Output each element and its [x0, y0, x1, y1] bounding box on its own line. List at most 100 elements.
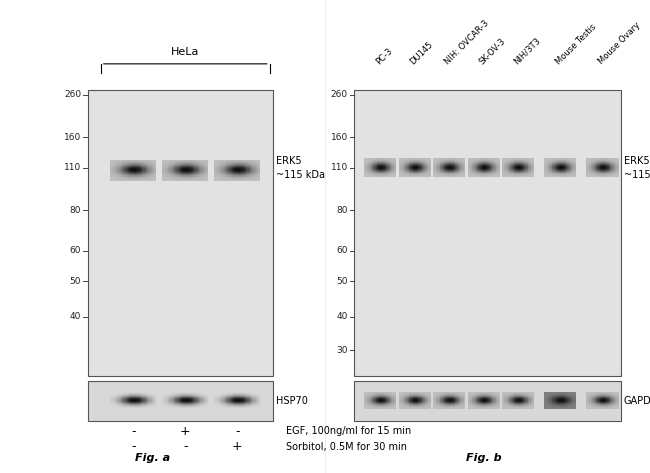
Bar — [526, 169, 528, 170]
Bar — [420, 171, 421, 172]
Bar — [444, 175, 445, 176]
Bar — [523, 165, 525, 166]
Bar — [606, 160, 607, 161]
Bar — [186, 172, 187, 173]
Bar — [150, 178, 151, 179]
Bar — [379, 161, 380, 162]
Bar — [417, 167, 419, 168]
Bar — [252, 180, 254, 181]
Bar — [470, 167, 471, 168]
Bar — [148, 174, 150, 175]
Bar — [504, 174, 505, 175]
Bar — [183, 170, 185, 171]
Bar — [123, 160, 124, 161]
Bar — [485, 175, 486, 176]
Bar — [206, 179, 207, 180]
Bar — [472, 160, 473, 161]
Bar — [552, 170, 553, 171]
Bar — [413, 162, 414, 163]
Bar — [461, 165, 462, 166]
Bar — [613, 161, 614, 162]
Bar — [502, 168, 503, 169]
Bar — [529, 161, 530, 162]
Bar — [604, 164, 605, 165]
Bar — [573, 164, 574, 165]
Bar — [385, 174, 387, 175]
Bar — [140, 180, 141, 181]
Bar — [612, 168, 613, 169]
Bar — [424, 167, 425, 168]
Bar — [459, 159, 460, 160]
Bar — [561, 159, 562, 160]
Bar — [237, 178, 238, 179]
Bar — [241, 172, 242, 173]
Bar — [251, 172, 252, 173]
Bar — [514, 175, 515, 176]
Bar — [226, 161, 227, 162]
Bar — [491, 176, 492, 177]
Bar — [442, 166, 443, 167]
Bar — [506, 161, 507, 162]
Bar — [522, 172, 523, 173]
Bar — [530, 161, 531, 162]
Bar — [565, 161, 566, 162]
Bar — [558, 158, 559, 159]
Bar — [179, 164, 180, 165]
Bar — [181, 165, 182, 166]
Bar — [224, 180, 225, 181]
Bar — [246, 170, 248, 171]
Bar — [610, 175, 611, 176]
Bar — [127, 176, 128, 177]
Bar — [254, 167, 255, 168]
Bar — [398, 161, 400, 162]
Bar — [526, 165, 528, 166]
Bar — [225, 178, 226, 179]
Bar — [617, 165, 618, 166]
Bar — [482, 162, 483, 163]
Bar — [515, 163, 516, 164]
Bar — [602, 158, 603, 159]
Bar — [483, 171, 484, 172]
Bar — [607, 175, 608, 176]
Bar — [556, 172, 558, 173]
Bar — [194, 161, 196, 162]
Bar — [142, 168, 144, 169]
Bar — [141, 168, 142, 169]
Bar — [597, 173, 598, 174]
Bar — [259, 175, 261, 176]
Bar — [603, 168, 604, 169]
Bar — [546, 172, 547, 173]
Bar — [246, 164, 248, 165]
Bar — [187, 168, 188, 169]
Bar — [498, 171, 499, 172]
Bar — [200, 179, 202, 180]
Bar — [155, 179, 157, 180]
Bar — [177, 171, 179, 172]
Bar — [469, 173, 470, 174]
Bar — [549, 171, 550, 172]
Bar — [162, 161, 163, 162]
Bar — [162, 160, 163, 161]
Bar — [124, 163, 125, 164]
Bar — [240, 178, 241, 179]
Bar — [388, 175, 389, 176]
Bar — [464, 166, 465, 167]
Bar — [117, 168, 118, 169]
Bar — [618, 171, 619, 172]
Bar — [187, 175, 188, 176]
Bar — [529, 172, 530, 173]
Bar — [608, 158, 609, 159]
Bar — [445, 173, 447, 174]
Bar — [575, 171, 577, 172]
Bar — [610, 169, 611, 170]
Bar — [220, 164, 221, 165]
Bar — [516, 164, 517, 165]
Bar — [254, 164, 255, 165]
Bar — [258, 160, 259, 161]
Bar — [110, 168, 111, 169]
Bar — [406, 163, 407, 164]
Bar — [452, 164, 453, 165]
Bar — [121, 176, 122, 177]
Bar — [205, 169, 206, 170]
Bar — [117, 177, 118, 178]
